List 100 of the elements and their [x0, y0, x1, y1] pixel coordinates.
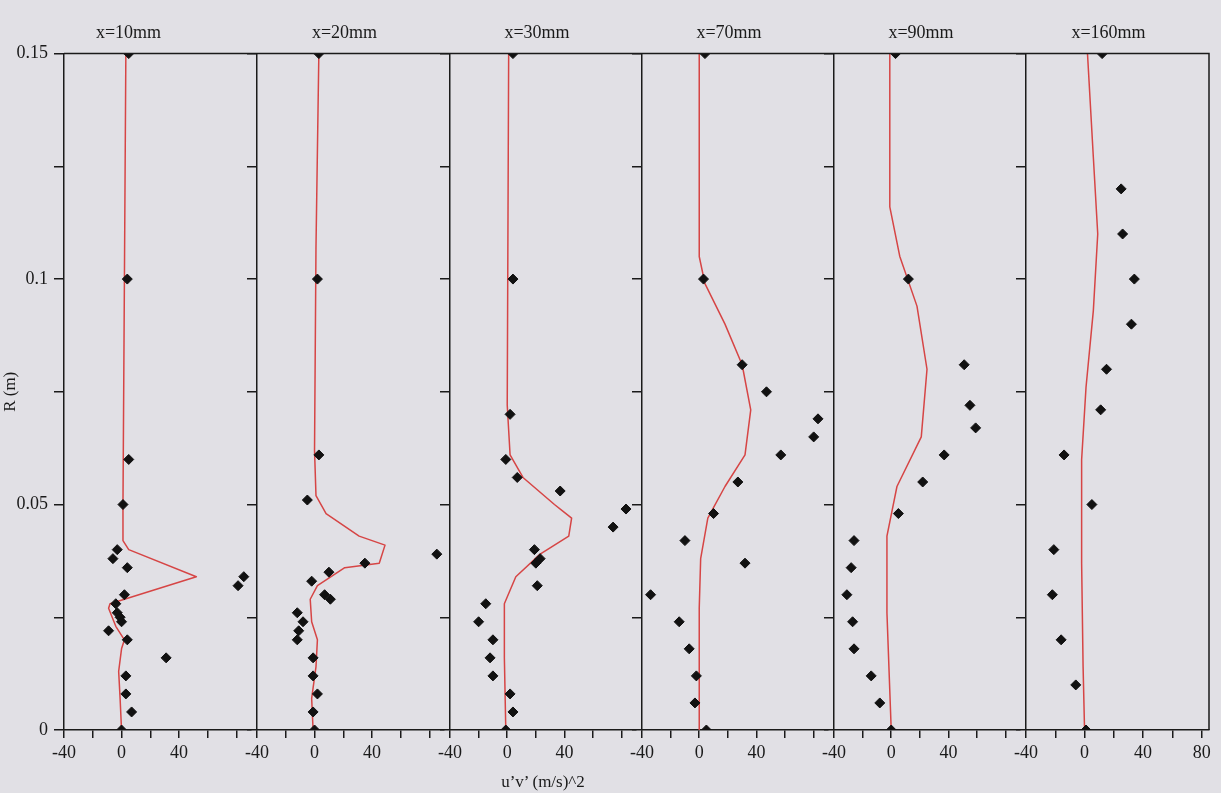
x-tick-label: 40 — [1134, 741, 1153, 762]
point — [528, 544, 540, 556]
point — [117, 499, 129, 511]
point — [530, 557, 542, 569]
point — [739, 557, 751, 569]
point — [775, 449, 787, 461]
point — [160, 652, 172, 664]
point — [507, 706, 519, 718]
point — [313, 449, 325, 461]
point — [554, 485, 566, 497]
x-tick-label: 0 — [694, 741, 704, 762]
y-tick-label: 0 — [39, 718, 48, 739]
chart-title: x=30mm — [504, 21, 570, 42]
x-tick-label: -40 — [630, 741, 654, 762]
point — [359, 557, 371, 569]
point — [708, 508, 720, 520]
point — [111, 544, 123, 556]
point — [311, 273, 323, 285]
point — [120, 688, 132, 700]
x-tick-label: 0 — [1080, 741, 1090, 762]
point — [690, 670, 702, 682]
x-tick-label: 0 — [310, 741, 320, 762]
point — [1046, 589, 1058, 601]
point — [324, 593, 336, 605]
point — [620, 503, 632, 515]
point — [645, 589, 657, 601]
point — [1070, 679, 1082, 691]
point — [1115, 183, 1127, 195]
point — [232, 580, 244, 592]
point — [1055, 634, 1067, 646]
point — [689, 697, 701, 709]
point — [487, 634, 499, 646]
point — [291, 607, 303, 619]
point — [892, 508, 904, 520]
x-tick-label: 0 — [886, 741, 896, 762]
point — [698, 273, 710, 285]
x-tick-label: 40 — [170, 741, 189, 762]
point — [964, 399, 976, 411]
point — [958, 359, 970, 371]
point — [500, 453, 512, 465]
point — [1128, 273, 1140, 285]
point — [848, 535, 860, 547]
point — [732, 476, 744, 488]
point — [126, 706, 138, 718]
point — [504, 688, 516, 700]
chart-title: x=20mm — [311, 21, 378, 42]
chart-title: x=70mm — [696, 21, 762, 42]
point — [902, 273, 914, 285]
x-tick-label: 40 — [363, 741, 382, 762]
y-tick-label: 0.15 — [16, 42, 48, 63]
point — [473, 616, 485, 628]
point — [293, 625, 305, 637]
point — [307, 652, 319, 664]
point — [487, 670, 499, 682]
chart-title: x=10mm — [95, 21, 162, 42]
point — [323, 566, 335, 578]
x-tick-label: 0 — [117, 741, 127, 762]
point — [812, 413, 824, 425]
point — [683, 643, 695, 655]
point — [1125, 318, 1137, 330]
point — [679, 535, 691, 547]
x-tick-label: 40 — [555, 741, 574, 762]
point — [484, 652, 496, 664]
point — [607, 521, 619, 533]
x-tick-label: -40 — [1014, 741, 1038, 762]
chart-title: x=90mm — [888, 21, 954, 42]
point — [238, 571, 250, 583]
point — [118, 589, 130, 601]
point — [845, 562, 857, 574]
x-tick-label: 40 — [939, 741, 958, 762]
point — [120, 670, 132, 682]
point — [297, 616, 309, 628]
y-tick-label: 0.1 — [25, 267, 48, 288]
point — [848, 643, 860, 655]
point — [307, 706, 319, 718]
point — [431, 548, 443, 560]
x-tick-label: -40 — [438, 741, 462, 762]
point — [736, 359, 748, 371]
point — [1048, 544, 1060, 556]
point — [673, 616, 685, 628]
point — [841, 589, 853, 601]
point — [307, 670, 319, 682]
point — [504, 408, 516, 420]
point — [874, 697, 886, 709]
point — [917, 476, 929, 488]
point — [121, 562, 133, 574]
point — [123, 453, 135, 465]
point — [319, 589, 331, 601]
point — [1058, 449, 1070, 461]
point — [311, 688, 323, 700]
point — [511, 471, 523, 483]
point — [847, 616, 859, 628]
point — [480, 598, 492, 610]
x-tick-label: 40 — [747, 741, 766, 762]
point — [301, 494, 313, 506]
point — [808, 431, 820, 443]
y-tick-label: 0.05 — [16, 493, 48, 514]
point — [507, 273, 519, 285]
point — [1095, 404, 1107, 416]
x-axis-title: u’v’ (m/s)^2 — [501, 772, 585, 792]
